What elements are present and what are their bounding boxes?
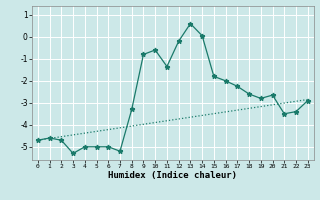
X-axis label: Humidex (Indice chaleur): Humidex (Indice chaleur) <box>108 171 237 180</box>
